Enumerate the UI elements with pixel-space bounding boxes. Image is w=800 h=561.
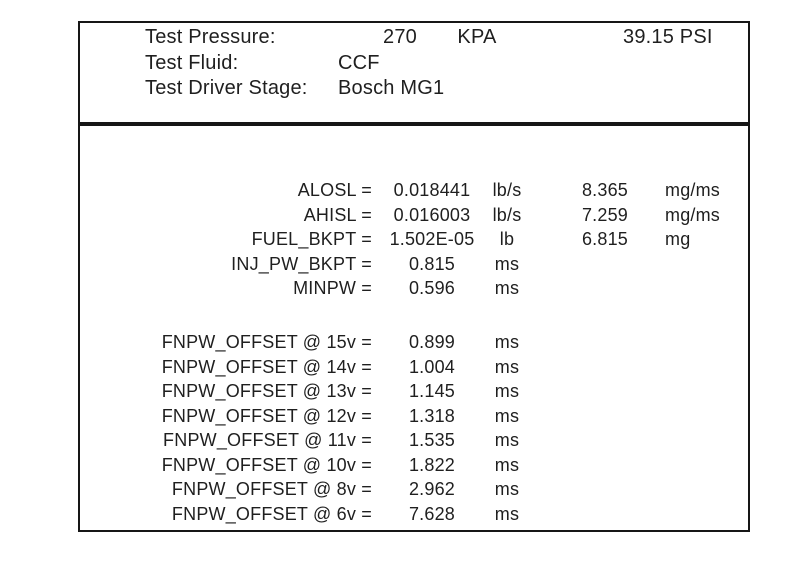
offset-value: 7.628: [408, 504, 456, 524]
row-alosl: ALOSL = 0.018441 lb/s 8.365 mg/ms: [80, 178, 748, 202]
offset-unit: ms: [494, 357, 520, 377]
param-value: 0.596: [408, 278, 456, 298]
param-label: AHISL =: [303, 205, 372, 225]
test-fluid-label: Test Fluid:: [145, 52, 239, 74]
offset-unit: ms: [494, 479, 520, 499]
offset-label: FNPW_OFFSET @ 10v =: [161, 455, 372, 475]
param-unit2: mg/ms: [665, 205, 720, 225]
row-fnpw-offset-15v: FNPW_OFFSET @ 15v = 0.899 ms: [80, 330, 748, 354]
row-fnpw-offset-6v: FNPW_OFFSET @ 6v = 7.628 ms: [80, 502, 748, 526]
offset-label: FNPW_OFFSET @ 8v =: [171, 479, 372, 499]
param-value2: 6.815: [581, 229, 629, 249]
offset-unit: ms: [494, 504, 520, 524]
row-fnpw-offset-14v: FNPW_OFFSET @ 14v = 1.004 ms: [80, 355, 748, 379]
param-label: FUEL_BKPT =: [251, 229, 372, 249]
row-fuel-bkpt: FUEL_BKPT = 1.502E-05 lb 6.815 mg: [80, 227, 748, 251]
offset-label: FNPW_OFFSET @ 15v =: [161, 332, 372, 352]
param-value: 0.018441: [393, 180, 471, 200]
offset-label: FNPW_OFFSET @ 14v =: [161, 357, 372, 377]
offset-value: 1.535: [408, 430, 456, 450]
param-unit2: mg/ms: [665, 180, 720, 200]
offset-unit: ms: [494, 430, 520, 450]
offset-label: FNPW_OFFSET @ 6v =: [171, 504, 372, 524]
section-divider: [80, 122, 748, 126]
param-unit: ms: [494, 278, 520, 298]
param-unit2: mg: [665, 229, 691, 249]
row-fnpw-offset-13v: FNPW_OFFSET @ 13v = 1.145 ms: [80, 379, 748, 403]
offset-unit: ms: [494, 332, 520, 352]
row-fnpw-offset-11v: FNPW_OFFSET @ 11v = 1.535 ms: [80, 428, 748, 452]
row-fnpw-offset-8v: FNPW_OFFSET @ 8v = 2.962 ms: [80, 477, 748, 501]
offset-unit: ms: [494, 406, 520, 426]
param-label: ALOSL =: [297, 180, 372, 200]
row-fnpw-offset-12v: FNPW_OFFSET @ 12v = 1.318 ms: [80, 404, 748, 428]
param-unit: lb: [499, 229, 515, 249]
offset-label: FNPW_OFFSET @ 11v =: [163, 430, 372, 450]
offset-value: 1.822: [408, 455, 456, 475]
test-pressure-row: Test Pressure: 270 KPA 39.15 PSI: [80, 24, 748, 50]
row-ahisl: AHISL = 0.016003 lb/s 7.259 mg/ms: [80, 203, 748, 227]
test-pressure-label: Test Pressure:: [145, 26, 276, 48]
offset-value: 0.899: [408, 332, 456, 352]
test-fluid-value: CCF: [338, 52, 380, 74]
row-fnpw-offset-10v: FNPW_OFFSET @ 10v = 1.822 ms: [80, 453, 748, 477]
param-unit: lb/s: [492, 205, 522, 225]
test-fluid-row: Test Fluid: CCF: [80, 50, 748, 76]
offset-label: FNPW_OFFSET @ 12v =: [161, 406, 372, 426]
test-pressure-psi-value: 39.15 PSI: [623, 26, 713, 48]
param-label: INJ_PW_BKPT =: [231, 254, 372, 274]
test-pressure-unit: KPA: [457, 26, 497, 48]
offset-unit: ms: [494, 381, 520, 401]
param-value: 0.016003: [393, 205, 471, 225]
test-driver-stage-value: Bosch MG1: [338, 77, 445, 99]
param-unit: lb/s: [492, 180, 522, 200]
test-pressure-value: 270: [383, 26, 417, 48]
offset-value: 1.145: [408, 381, 456, 401]
offset-value: 1.318: [408, 406, 456, 426]
param-value: 0.815: [408, 254, 456, 274]
param-value2: 8.365: [581, 180, 629, 200]
param-value2: 7.259: [581, 205, 629, 225]
param-label: MINPW =: [293, 278, 372, 298]
offset-unit: ms: [494, 455, 520, 475]
param-unit: ms: [494, 254, 520, 274]
row-minpw: MINPW = 0.596 ms: [80, 276, 748, 300]
offset-value: 1.004: [408, 357, 456, 377]
offset-label: FNPW_OFFSET @ 13v =: [161, 381, 372, 401]
test-driver-stage-row: Test Driver Stage: Bosch MG1: [80, 75, 748, 101]
test-driver-stage-label: Test Driver Stage:: [145, 77, 308, 99]
offset-value: 2.962: [408, 479, 456, 499]
report-box: Test Pressure: 270 KPA 39.15 PSI Test Fl…: [78, 21, 750, 532]
row-inj-pw-bkpt: INJ_PW_BKPT = 0.815 ms: [80, 252, 748, 276]
param-value: 1.502E-05: [389, 229, 475, 249]
